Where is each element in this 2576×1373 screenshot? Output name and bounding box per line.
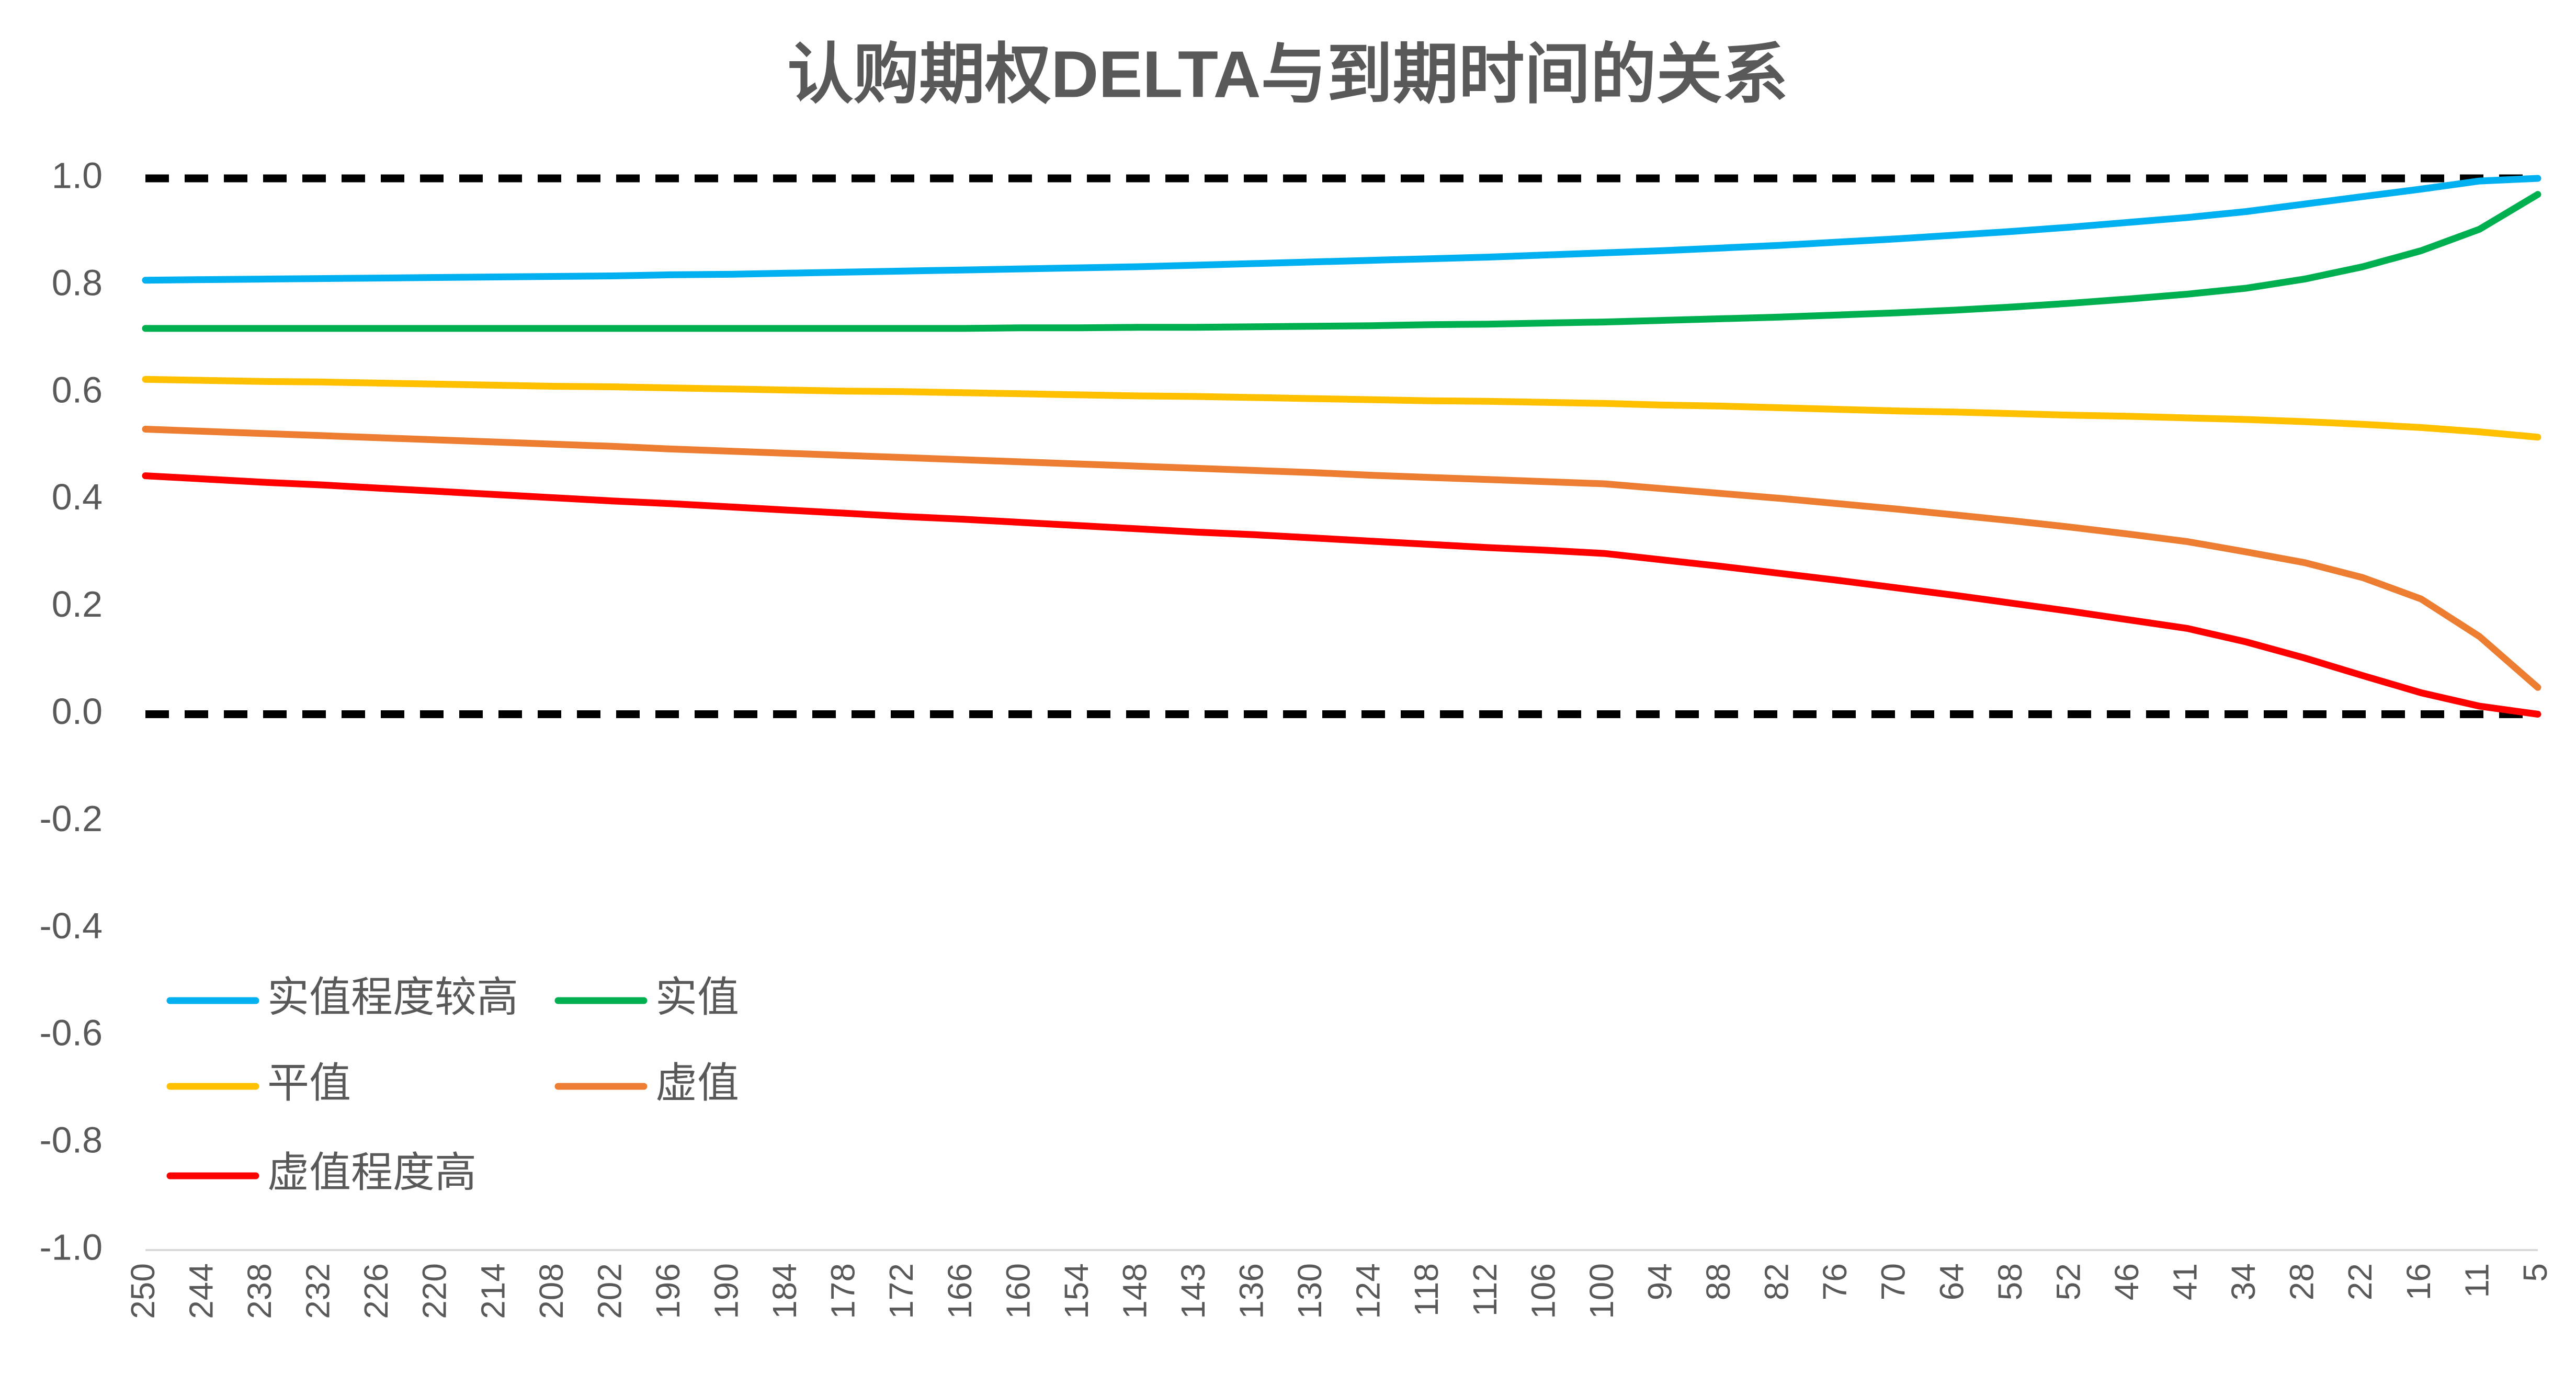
x-tick-label: 41: [2166, 1263, 2204, 1300]
chart-title: 认购期权DELTA与到期时间的关系: [787, 37, 1788, 111]
x-tick-label: 46: [2108, 1263, 2146, 1300]
x-tick-label: 5: [2516, 1263, 2554, 1282]
y-tick-label: 1.0: [52, 155, 103, 196]
x-tick-label: 82: [1758, 1263, 1796, 1300]
y-tick-label: 0.6: [52, 369, 103, 410]
series-line: [142, 191, 2541, 332]
x-tick-label: 88: [1699, 1263, 1737, 1300]
x-tick-label: 220: [416, 1263, 453, 1319]
x-tick-label: 64: [1933, 1263, 1970, 1300]
y-tick-label: -0.4: [39, 905, 103, 946]
legend-label: 虚值: [655, 1060, 739, 1106]
series-line: [142, 426, 2541, 691]
x-tick-label: 22: [2341, 1263, 2379, 1300]
x-tick-label: 100: [1583, 1263, 1620, 1319]
x-tick-label: 52: [2049, 1263, 2087, 1300]
legend-label: 实值: [655, 974, 739, 1020]
y-tick-label: 0.8: [52, 262, 103, 303]
x-tick-label: 232: [299, 1263, 337, 1319]
x-tick-label: 172: [882, 1263, 920, 1319]
x-tick-label: 112: [1466, 1263, 1504, 1317]
x-tick-label: 34: [2225, 1263, 2262, 1300]
y-tick-label: 0.4: [52, 476, 103, 517]
y-tick-label: 0.0: [52, 691, 103, 732]
series-line: [142, 472, 2541, 718]
x-tick-label: 136: [1233, 1263, 1270, 1319]
x-tick-label: 184: [766, 1263, 803, 1319]
x-tick-label: 94: [1641, 1263, 1678, 1300]
x-tick-label: 154: [1058, 1263, 1095, 1319]
x-tick-label: 190: [708, 1263, 745, 1319]
y-tick-label: -0.2: [39, 798, 103, 839]
x-tick-label: 16: [2400, 1263, 2437, 1300]
y-tick-label: -1.0: [39, 1227, 103, 1267]
x-tick-label: 118: [1408, 1263, 1445, 1317]
series-line: [142, 175, 2541, 284]
x-tick-label: 238: [241, 1263, 278, 1319]
y-tick-label: -0.8: [39, 1120, 103, 1161]
legend-label: 平值: [267, 1060, 351, 1106]
y-tick-label: -0.6: [39, 1013, 103, 1053]
x-tick-label: 250: [124, 1263, 162, 1319]
x-tick-label: 178: [824, 1263, 862, 1319]
x-tick-label: 76: [1816, 1263, 1854, 1300]
x-tick-label: 130: [1291, 1263, 1329, 1319]
legend-label: 虚值程度高: [267, 1149, 476, 1196]
legend-label: 实值程度较高: [267, 974, 518, 1020]
x-tick-label: 226: [357, 1263, 395, 1319]
x-tick-label: 166: [941, 1263, 979, 1319]
x-tick-label: 58: [1991, 1263, 2029, 1300]
x-tick-label: 148: [1116, 1263, 1153, 1319]
x-tick-label: 124: [1349, 1263, 1387, 1319]
x-tick-label: 70: [1875, 1263, 1912, 1300]
x-tick-label: 244: [182, 1263, 220, 1319]
x-tick-label: 214: [474, 1263, 512, 1319]
x-tick-label: 11: [2458, 1263, 2495, 1298]
y-tick-label: 0.2: [52, 584, 103, 625]
x-tick-label: 106: [1524, 1263, 1562, 1319]
x-tick-label: 196: [649, 1263, 687, 1319]
x-tick-label: 208: [532, 1263, 570, 1319]
x-tick-label: 160: [999, 1263, 1037, 1319]
x-tick-label: 143: [1174, 1263, 1212, 1319]
x-tick-label: 202: [591, 1263, 628, 1319]
series-line: [142, 376, 2541, 441]
x-tick-label: 28: [2283, 1263, 2321, 1300]
